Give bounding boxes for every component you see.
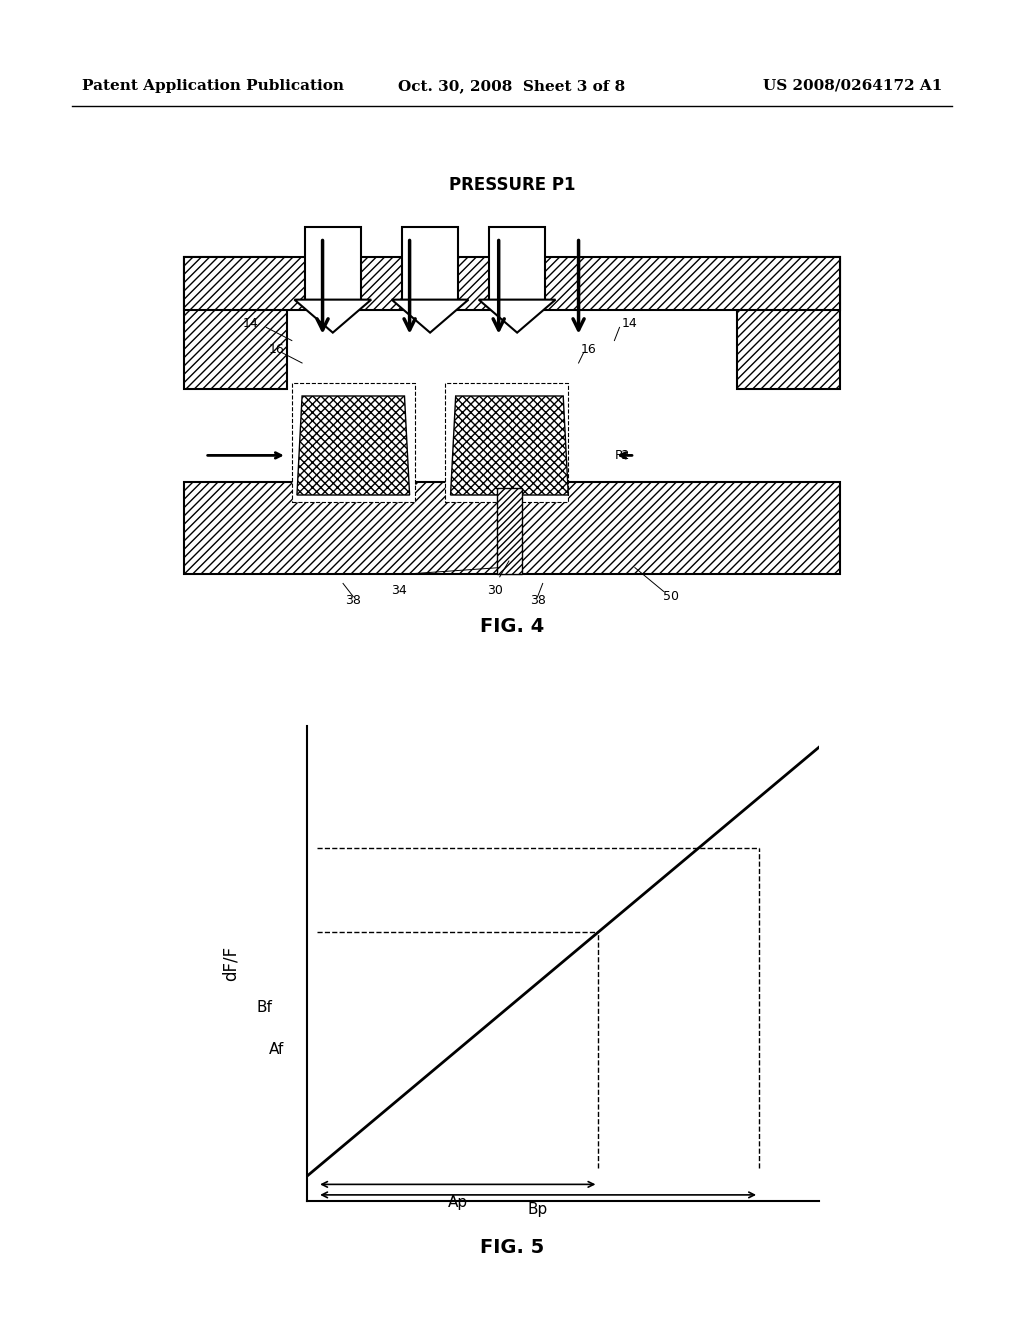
Text: Ap: Ap (447, 1195, 468, 1210)
Text: P2: P2 (614, 449, 630, 462)
Text: 16: 16 (268, 343, 285, 356)
Bar (497, 488, 522, 574)
Text: Af: Af (269, 1043, 285, 1057)
Bar (401, 227, 458, 300)
Text: Oct. 30, 2008  Sheet 3 of 8: Oct. 30, 2008 Sheet 3 of 8 (398, 79, 626, 92)
Bar (292, 383, 415, 502)
Polygon shape (479, 300, 555, 333)
Bar (737, 257, 840, 389)
Text: FIG. 5: FIG. 5 (480, 1238, 544, 1257)
Text: Bp: Bp (528, 1203, 548, 1217)
Bar (305, 227, 360, 300)
Bar (445, 383, 568, 502)
Bar (184, 482, 840, 574)
Text: PRESSURE P1: PRESSURE P1 (449, 176, 575, 194)
Bar (184, 257, 840, 310)
Polygon shape (295, 300, 371, 333)
Text: 30: 30 (486, 583, 503, 597)
Text: 34: 34 (391, 583, 408, 597)
Text: Patent Application Publication: Patent Application Publication (82, 79, 344, 92)
Text: 50: 50 (663, 590, 679, 603)
Bar (184, 257, 287, 389)
Text: dF/F: dF/F (221, 946, 240, 981)
Text: FIG. 4: FIG. 4 (480, 618, 544, 636)
Text: 14: 14 (243, 317, 259, 330)
Text: US 2008/0264172 A1: US 2008/0264172 A1 (763, 79, 942, 92)
Bar (489, 227, 545, 300)
Text: 38: 38 (529, 594, 546, 607)
Polygon shape (451, 396, 568, 495)
Text: 16: 16 (581, 343, 597, 356)
Polygon shape (391, 300, 468, 333)
Text: Bf: Bf (256, 1001, 272, 1015)
Text: 14: 14 (622, 317, 638, 330)
Text: 38: 38 (345, 594, 361, 607)
Polygon shape (297, 396, 410, 495)
